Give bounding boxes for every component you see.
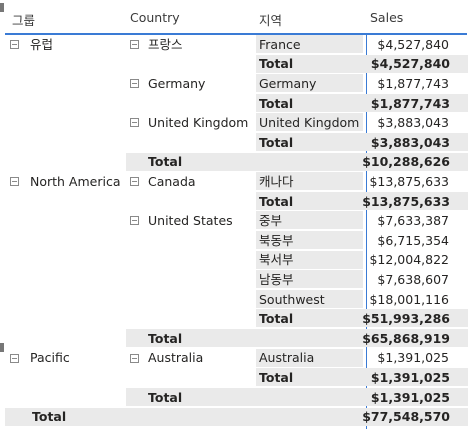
sales-cell-band <box>256 231 363 249</box>
country-total-label: Total <box>259 95 294 111</box>
collapse-country-icon[interactable] <box>130 177 139 187</box>
column-header-country[interactable]: Country <box>130 10 180 25</box>
region-sales-value: $3,883,043 <box>377 115 449 131</box>
sales-cell-band <box>256 348 363 367</box>
region-label: France <box>259 36 301 52</box>
resize-handle-top[interactable] <box>0 3 4 12</box>
sales-cell-band <box>256 211 363 230</box>
sales-cell-band <box>256 172 363 191</box>
region-sales-value: $7,633,387 <box>377 213 449 229</box>
country-total-label: Total <box>259 311 294 327</box>
country-total-band <box>256 191 468 210</box>
region-label: United Kingdom <box>259 115 360 131</box>
country-total-value: $1,877,743 <box>370 95 450 111</box>
country-label: United Kingdom <box>148 115 249 131</box>
region-sales-value: $7,638,607 <box>377 272 449 287</box>
group-total-band <box>126 387 468 406</box>
group-total-label: Total <box>148 154 183 170</box>
region-label: Germany <box>259 76 317 91</box>
country-label: Germany <box>148 76 206 91</box>
sales-cell-band <box>256 35 363 53</box>
column-header-sales[interactable]: Sales <box>370 10 404 25</box>
country-label: Australia <box>148 350 204 366</box>
country-total-value: $4,527,840 <box>370 56 450 72</box>
region-sales-value: $4,527,840 <box>377 36 449 52</box>
sales-column-divider <box>366 35 367 429</box>
country-total-value: $13,875,633 <box>362 193 450 209</box>
country-total-label: Total <box>259 134 294 150</box>
country-label: Canada <box>148 174 196 189</box>
grand-total-band <box>5 407 468 426</box>
region-label: 북동부 <box>259 232 294 248</box>
region-sales-value: $18,001,116 <box>369 291 449 307</box>
region-sales-value: $6,715,354 <box>377 232 449 248</box>
collapse-group-icon[interactable] <box>10 353 19 363</box>
region-label: 중부 <box>259 213 283 229</box>
country-total-value: $3,883,043 <box>370 134 450 150</box>
country-total-band <box>256 93 468 112</box>
country-total-label: Total <box>259 370 294 385</box>
group-total-value: $65,868,919 <box>362 330 450 346</box>
group-total-label: Total <box>148 330 183 346</box>
region-label: 남동부 <box>259 272 294 287</box>
country-total-label: Total <box>259 56 294 72</box>
country-total-band <box>256 54 468 73</box>
column-header-group[interactable]: 그룹 <box>12 13 36 28</box>
country-total-value: $51,993,286 <box>362 311 450 327</box>
country-total-label: Total <box>259 193 294 209</box>
collapse-country-icon[interactable] <box>130 40 139 49</box>
region-sales-value: $12,004,822 <box>369 252 449 268</box>
country-total-value: $1,391,025 <box>370 370 450 385</box>
group-label: 유럽 <box>30 36 54 52</box>
collapse-country-icon[interactable] <box>130 216 139 226</box>
region-label: 북서부 <box>259 252 294 268</box>
country-total-band <box>256 368 468 387</box>
collapse-group-icon[interactable] <box>10 177 19 187</box>
collapse-country-icon[interactable] <box>130 353 139 363</box>
country-label: 프랑스 <box>148 36 183 52</box>
country-total-band <box>256 309 468 328</box>
country-total-band <box>256 133 468 151</box>
grand-total-label: Total <box>32 409 67 425</box>
group-total-band <box>126 152 468 171</box>
sales-cell-band <box>256 250 363 269</box>
region-label: 캐나다 <box>259 174 294 189</box>
header-divider <box>5 33 467 35</box>
group-total-band <box>126 329 468 347</box>
group-total-value: $10,288,626 <box>362 154 450 170</box>
sales-cell-band <box>256 270 363 289</box>
group-total-value: $1,391,025 <box>370 389 450 405</box>
column-header-region[interactable]: 지역 <box>259 13 283 28</box>
group-label: North America <box>30 174 121 189</box>
collapse-country-icon[interactable] <box>130 118 139 128</box>
region-sales-value: $1,391,025 <box>377 350 449 366</box>
country-label: United States <box>148 213 233 229</box>
sales-cell-band <box>256 289 363 308</box>
resize-handle-middle[interactable] <box>0 343 4 352</box>
sales-cell-band <box>256 113 363 132</box>
region-label: Australia <box>259 350 315 366</box>
sales-cell-band <box>256 74 363 93</box>
region-label: Southwest <box>259 291 325 307</box>
region-sales-value: $1,877,743 <box>377 76 449 91</box>
group-total-label: Total <box>148 389 183 405</box>
collapse-group-icon[interactable] <box>10 40 19 49</box>
collapse-country-icon[interactable] <box>130 79 139 89</box>
grand-total-value: $77,548,570 <box>362 409 450 425</box>
region-sales-value: $13,875,633 <box>369 174 449 189</box>
group-label: Pacific <box>30 350 70 366</box>
